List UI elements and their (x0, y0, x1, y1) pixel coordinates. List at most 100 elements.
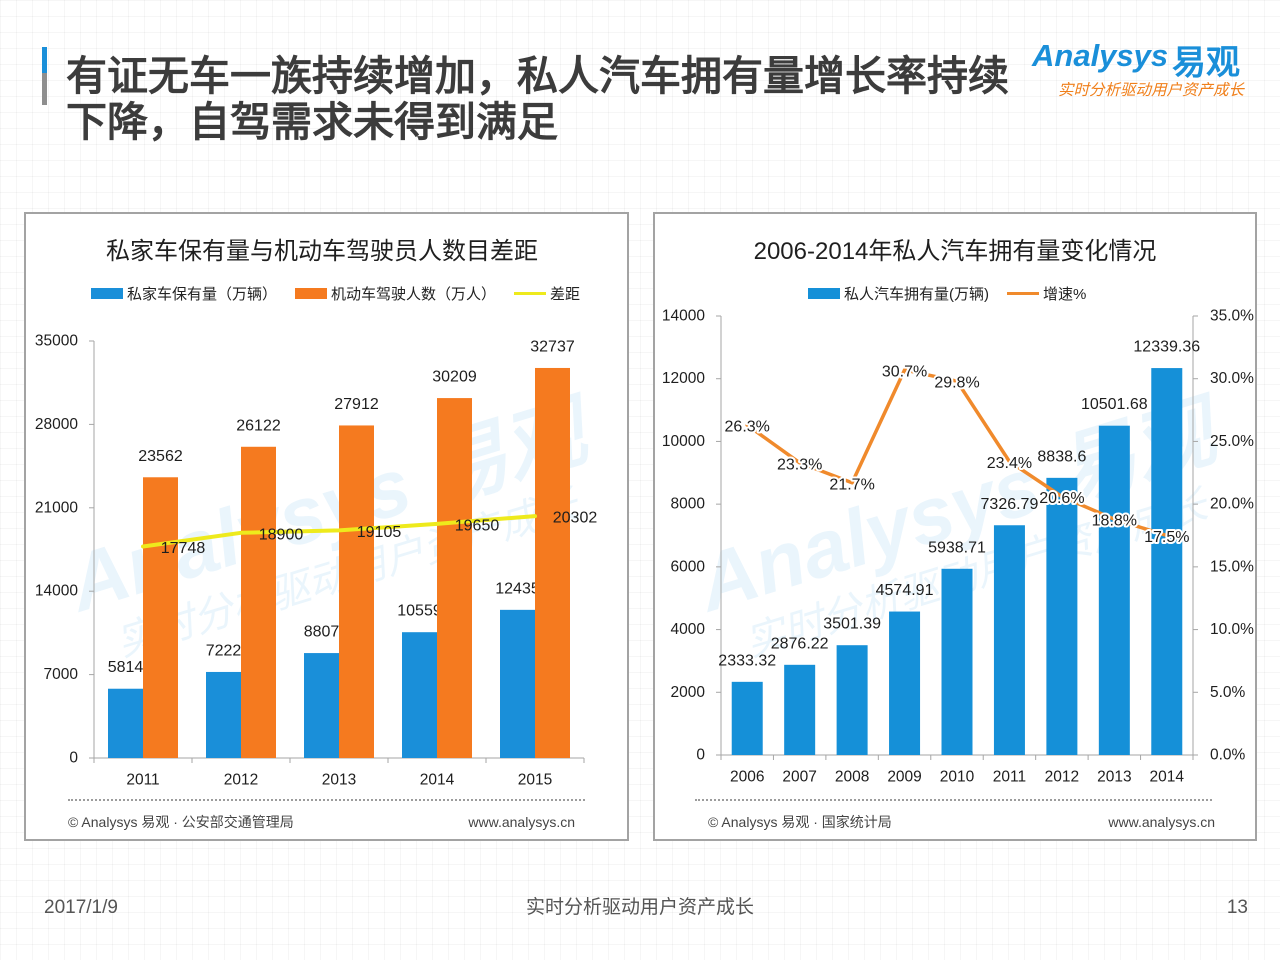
y2-tick-label: 35.0% (1210, 308, 1254, 325)
chart-source: © Analysys 易观 · 国家统计局 (708, 814, 892, 830)
x-tick-label: 2009 (887, 769, 921, 786)
footer-divider (68, 799, 585, 801)
legend-label: 增速% (1043, 285, 1087, 303)
y2-tick-label: 20.0% (1210, 496, 1254, 513)
chart-plot: 0 7000 14000 21000 28000 35000 2011 2012 2013 201… (35, 333, 597, 789)
page-title-line-2: 下降，自驾需求未得到满足 (66, 99, 558, 145)
bar (241, 446, 276, 758)
x-tick-label: 2008 (835, 769, 869, 786)
x-tick-label: 2014 (1150, 769, 1185, 786)
line-value-label: 18900 (259, 526, 304, 543)
logo-brand-cn: 易观 (1172, 44, 1240, 82)
x-tick-label: 2007 (782, 769, 816, 786)
bar-value-label: 5938.71 (928, 539, 986, 556)
legend-item-growth: 增速% (1007, 283, 1086, 304)
line-value-label: 18.8% (1092, 513, 1137, 530)
legend-item-drivers: 机动车驾驶人数（万人） (295, 283, 496, 304)
legend-label: 差距 (550, 285, 581, 303)
legend-item-private-cars: 私人汽车拥有量(万辆) (808, 283, 989, 304)
line-value-label: 19650 (455, 517, 500, 534)
y-tick-label: 28000 (35, 416, 78, 433)
legend-label: 私人汽车拥有量(万辆) (844, 285, 989, 303)
bar (500, 609, 535, 758)
chart-source: © Analysys 易观 · 公安部交通管理局 (68, 814, 294, 830)
chart-url: www.analysys.cn (468, 814, 575, 830)
page-title: 有证无车一族持续增加，私人汽车拥有量增长率持续 下降，自驾需求未得到满足 (66, 53, 1009, 145)
chart-url: www.analysys.cn (1108, 814, 1215, 830)
bar (731, 681, 763, 755)
bar (143, 477, 178, 758)
bar-value-label: 32737 (530, 338, 575, 355)
bar-value-label: 8807 (304, 624, 340, 641)
line-value-label: 17748 (161, 540, 206, 557)
bar (1151, 368, 1183, 755)
x-tick-label: 2013 (1097, 769, 1131, 786)
y2-tick-label: 30.0% (1210, 370, 1254, 387)
bar-value-label: 10501.68 (1081, 396, 1148, 413)
bar-value-label: 7222 (206, 642, 242, 659)
bar (889, 611, 921, 755)
x-tick-label: 2011 (993, 769, 1026, 786)
bar-value-label: 3501.39 (823, 616, 881, 633)
brand-logo: Analysys 易观 实时分析驱动用户资产成长 (1028, 34, 1248, 100)
chart-legend: 私家车保有量（万辆） 机动车驾驶人数（万人） 差距 (91, 283, 598, 303)
x-tick-label: 2011 (126, 772, 159, 789)
line-value-label: 21.7% (829, 476, 874, 493)
bar (784, 664, 816, 755)
series-line (745, 368, 1169, 538)
y2-tick-label: 0.0% (1210, 747, 1246, 764)
x-tick-label: 2013 (322, 772, 356, 789)
legend-swatch (514, 291, 547, 295)
y-tick-label: 12000 (662, 370, 705, 387)
legend-label: 机动车驾驶人数（万人） (331, 285, 497, 303)
logo-slogan: 实时分析驱动用户资产成长 (1057, 82, 1244, 99)
bar (339, 425, 374, 758)
bar-value-label: 12339.36 (1133, 339, 1200, 356)
bar-value-label: 30209 (432, 369, 477, 386)
y-tick-label: 4000 (671, 621, 706, 638)
title-accent-bar (42, 47, 47, 105)
chart-title: 私家车保有量与机动车驾驶员人数目差距 (106, 238, 538, 265)
legend-label: 私家车保有量（万辆） (127, 285, 278, 303)
bar (1098, 425, 1130, 755)
x-tick-label: 2010 (940, 769, 975, 786)
bar (206, 671, 241, 758)
line-value-label: 19105 (357, 524, 402, 541)
bar-value-label: 23562 (138, 448, 183, 465)
y-tick-label: 14000 (35, 583, 78, 600)
y-tick-label: 0 (69, 750, 78, 767)
line-value-label: 17.5% (1144, 529, 1189, 546)
line-value-label: 26.3% (725, 419, 770, 436)
line-value-label: 30.7% (882, 363, 927, 380)
y2-tick-label: 5.0% (1210, 684, 1246, 701)
y-tick-label: 21000 (35, 499, 78, 516)
series-line (141, 514, 537, 549)
bar-value-label: 8838.6 (1037, 448, 1086, 465)
bar-value-label: 10559 (397, 603, 442, 620)
chart-panel-left: Analysys 易观 实时分析驱动用户资产成长 私家车保有量与机动车驾驶员人数… (24, 212, 629, 841)
bar-value-label: 2333.32 (718, 652, 776, 669)
bar-value-label: 7326.79 (981, 496, 1039, 513)
y2-tick-label: 10.0% (1210, 621, 1254, 638)
x-tick-label: 2015 (518, 772, 552, 789)
page-number: 13 (1226, 897, 1248, 918)
bar (1046, 477, 1078, 755)
bar (108, 688, 143, 758)
legend-item-private-cars: 私家车保有量（万辆） (91, 283, 277, 304)
y-tick-label: 10000 (662, 433, 705, 450)
bar (836, 645, 868, 755)
line-value-label: 20.6% (1039, 490, 1084, 507)
legend-swatch (808, 287, 840, 299)
x-tick-label: 2012 (1045, 769, 1079, 786)
bar (993, 525, 1025, 755)
bar (304, 653, 339, 758)
bar (535, 367, 570, 758)
y-tick-label: 7000 (44, 666, 79, 683)
legend-swatch (1007, 291, 1039, 295)
legend-item-gap: 差距 (514, 283, 580, 304)
y-tick-label: 14000 (662, 308, 705, 325)
chart-title: 2006-2014年私人汽车拥有量变化情况 (753, 238, 1157, 265)
footer-divider (695, 799, 1212, 801)
bar (402, 632, 437, 758)
page-title-line-1: 有证无车一族持续增加，私人汽车拥有量增长率持续 (66, 53, 1009, 99)
